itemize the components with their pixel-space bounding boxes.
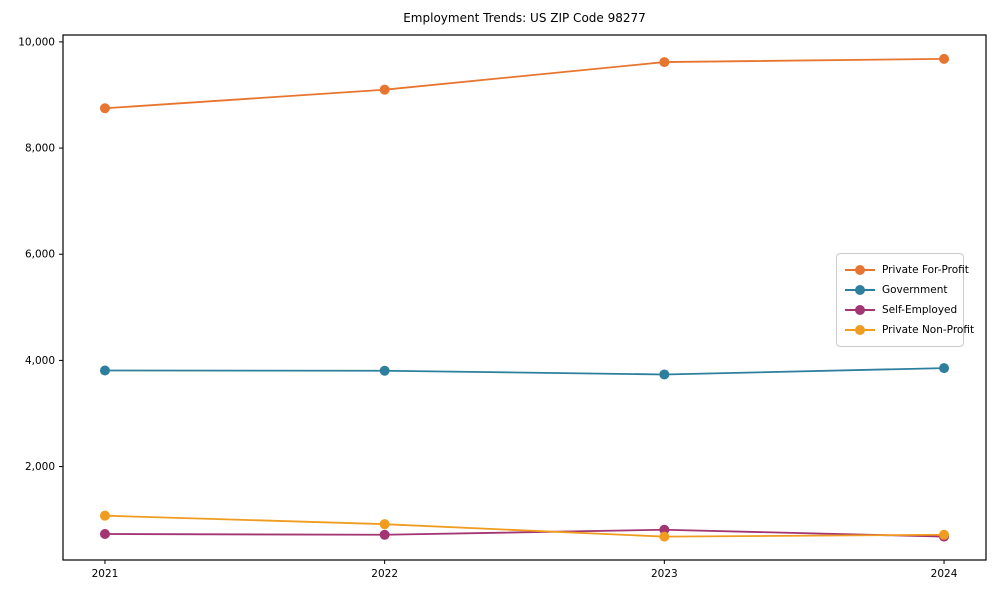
series-line-self-employed [104,528,945,538]
data-point-private-for-profit [939,53,950,64]
data-point-private-for-profit [99,103,110,114]
x-tick-label: 2023 [651,568,678,580]
data-point-self-employed [99,528,110,539]
data-point-government [99,365,110,376]
y-tick-label: 4,000 [25,355,55,367]
plot-border [62,34,987,561]
data-point-government [379,365,390,376]
series-line-government [104,367,945,376]
data-point-private-non-profit [379,519,390,530]
data-point-private-for-profit [659,57,670,68]
data-point-self-employed [659,524,670,535]
legend-line-marker-icon [845,305,875,315]
x-tick-label: 2022 [371,568,398,580]
legend-item: Self-Employed [845,300,958,320]
data-point-self-employed [379,529,390,540]
y-tick-label: 2,000 [25,461,55,473]
y-tick-label: 6,000 [25,249,55,261]
data-point-private-for-profit [379,84,390,95]
series-line-private-for-profit [104,57,945,110]
legend-line-marker-icon [845,265,875,275]
y-tick-label: 8,000 [25,143,55,155]
data-point-private-non-profit [939,529,950,540]
legend-item: Government [845,280,955,300]
data-point-government [939,363,950,374]
legend-label: Private Non-Profit [882,324,975,336]
series-line-private-non-profit [104,514,945,538]
x-tick-label: 2024 [931,568,958,580]
chart-title: Employment Trends: US ZIP Code 98277 [403,11,646,25]
chart-legend: Private For-Profit Government Self-Employe… [836,253,974,347]
legend-label: Private For-Profit [882,264,969,276]
data-point-private-non-profit [99,510,110,521]
legend-line-marker-icon [845,285,875,295]
x-tick-label: 2021 [92,568,119,580]
legend-label: Government [882,284,948,296]
data-point-government [659,369,670,380]
legend-item: Private For-Profit [845,260,969,280]
legend-item: Private Non-Profit [845,320,974,340]
y-tick-label: 10,000 [18,36,55,48]
legend-label: Self-Employed [882,304,958,316]
data-point-private-non-profit [659,531,670,542]
legend-line-marker-icon [845,325,875,335]
